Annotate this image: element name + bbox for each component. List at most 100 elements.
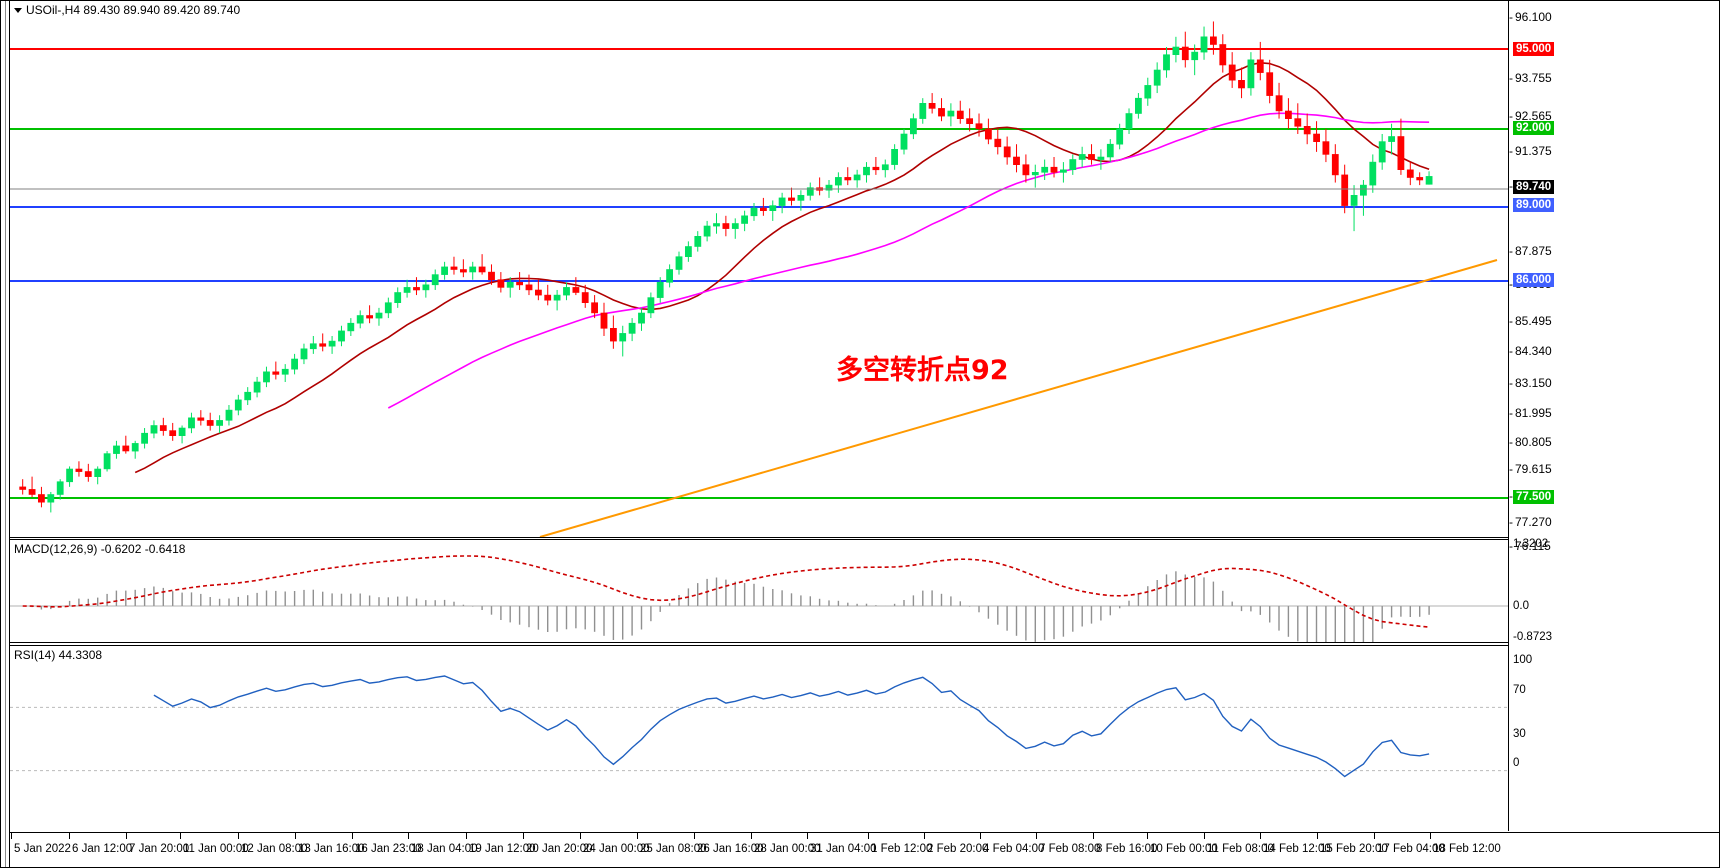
rsi-line bbox=[153, 675, 1430, 778]
time-tick-label: 25 Jan 08:00 bbox=[640, 843, 707, 855]
time-tick-mark bbox=[126, 833, 127, 839]
time-tick-label: 18 Feb 12:00 bbox=[1433, 843, 1501, 855]
time-tick-mark bbox=[180, 833, 181, 839]
time-tick-label: 2 Feb 20:00 bbox=[927, 843, 989, 855]
time-tick-label: 10 Feb 00:00 bbox=[1150, 843, 1218, 855]
price-level-badge[interactable]: 89.740 bbox=[1513, 180, 1555, 194]
price-tick-label: -76.115 bbox=[1509, 539, 1551, 553]
time-tick-label: 13 Jan 16:00 bbox=[298, 843, 365, 855]
price-chart-svg bbox=[10, 21, 1508, 537]
moving-average-slow bbox=[387, 112, 1430, 409]
time-tick-mark bbox=[466, 833, 467, 839]
time-tick-label: 15 Feb 20:00 bbox=[1320, 843, 1388, 855]
time-tick-label: 11 Jan 00:00 bbox=[183, 843, 249, 855]
indicator-tick-label: 1.3202 bbox=[1513, 538, 1549, 550]
price-level-badge[interactable]: 77.500 bbox=[1513, 490, 1555, 504]
price-tick-label: -85.495 bbox=[1509, 314, 1552, 328]
time-tick-label: 12 Jan 08:00 bbox=[241, 843, 308, 855]
macd-signal-line bbox=[22, 555, 1430, 628]
price-tick-label: -81.995 bbox=[1509, 406, 1552, 420]
price-tick-label: -77.270 bbox=[1509, 515, 1552, 529]
time-tick-mark bbox=[1093, 833, 1094, 839]
time-tick-label: 14 Feb 12:00 bbox=[1263, 843, 1331, 855]
price-tick-label: -92.565 bbox=[1509, 109, 1552, 123]
macd-histogram bbox=[31, 571, 1430, 642]
time-tick-label: 26 Jan 16:00 bbox=[697, 843, 764, 855]
time-tick-mark bbox=[694, 833, 695, 839]
time-tick-mark bbox=[352, 833, 353, 839]
time-tick-mark bbox=[1036, 833, 1037, 839]
time-tick-label: 31 Jan 04:00 bbox=[810, 843, 877, 855]
time-tick-mark bbox=[980, 833, 981, 839]
time-tick-label: 11 Feb 08:00 bbox=[1207, 843, 1274, 855]
price-scale-axis[interactable]: -96.100-93.755-92.565-91.375-90.220-87.8… bbox=[1508, 1, 1719, 831]
time-tick-label: 17 Feb 04:00 bbox=[1377, 843, 1445, 855]
price-tick-label: -83.150 bbox=[1509, 376, 1552, 390]
indicator-tick-label: 30 bbox=[1513, 728, 1526, 740]
time-axis[interactable]: 5 Jan 2022 6 Jan 12:00 7 Jan 20:00 11 Jan 0… bbox=[10, 832, 1719, 867]
moving-average-fast bbox=[134, 61, 1430, 474]
scroll-gutter-line bbox=[5, 1, 6, 867]
candlestick-series bbox=[19, 21, 1433, 513]
indicator-tick-label: 100 bbox=[1513, 654, 1533, 666]
symbol-ohlc-text: USOil-,H4 89.430 89.940 89.420 89.740 bbox=[26, 3, 241, 17]
time-tick-mark bbox=[1147, 833, 1148, 839]
time-tick-label: 18 Jan 04:00 bbox=[411, 843, 478, 855]
time-tick-mark bbox=[868, 833, 869, 839]
time-tick-label: 4 Feb 04:00 bbox=[983, 843, 1045, 855]
time-tick-mark bbox=[11, 833, 12, 839]
time-tick-label: 1 Feb 12:00 bbox=[871, 843, 933, 855]
time-tick-label: 19 Jan 12:00 bbox=[469, 843, 536, 855]
price-tick-label: -91.375 bbox=[1509, 144, 1552, 158]
indicator-tick-label: 0.0 bbox=[1513, 600, 1529, 612]
price-level-badge[interactable]: 95.000 bbox=[1513, 42, 1555, 56]
indicator-tick-label: 0 bbox=[1513, 757, 1520, 769]
time-tick-mark bbox=[1260, 833, 1261, 839]
time-tick-mark bbox=[580, 833, 581, 839]
price-tick-label: -79.615 bbox=[1509, 462, 1552, 476]
time-tick-mark bbox=[807, 833, 808, 839]
time-tick-mark bbox=[1317, 833, 1318, 839]
main-price-pane[interactable] bbox=[10, 1, 1508, 538]
time-tick-mark bbox=[523, 833, 524, 839]
time-tick-mark bbox=[1430, 833, 1431, 839]
rsi-chart-svg bbox=[10, 675, 1508, 778]
price-tick-label: -93.755 bbox=[1509, 71, 1552, 85]
time-tick-label: 5 Jan 2022 bbox=[14, 843, 71, 855]
time-tick-label: 6 Jan 12:00 bbox=[72, 843, 133, 855]
time-tick-label: 16 Jan 23:00 bbox=[355, 843, 422, 855]
time-tick-mark bbox=[637, 833, 638, 839]
time-tick-mark bbox=[1374, 833, 1375, 839]
macd-chart-svg bbox=[10, 555, 1508, 642]
time-tick-mark bbox=[924, 833, 925, 839]
macd-label: MACD(12,26,9) -0.6202 -0.6418 bbox=[14, 542, 186, 556]
trendline-support bbox=[539, 259, 1498, 537]
price-tick-label: -84.340 bbox=[1509, 344, 1552, 358]
time-tick-label: 8 Feb 16:00 bbox=[1096, 843, 1158, 855]
indicator-tick-label: -0.8723 bbox=[1513, 631, 1553, 643]
time-tick-mark bbox=[295, 833, 296, 839]
time-tick-label: 20 Jan 20:00 bbox=[526, 843, 593, 855]
time-tick-mark bbox=[69, 833, 70, 839]
price-level-badge[interactable]: 89.000 bbox=[1513, 198, 1555, 212]
triangle-down-icon[interactable] bbox=[14, 8, 22, 14]
vertical-scroll-gutter[interactable] bbox=[1, 1, 10, 867]
price-tick-label: -87.875 bbox=[1509, 244, 1552, 258]
chart-symbol-title: USOil-,H4 89.430 89.940 89.420 89.740 bbox=[14, 3, 240, 17]
time-tick-label: 7 Feb 08:00 bbox=[1039, 843, 1101, 855]
price-tick-label: -80.805 bbox=[1509, 435, 1552, 449]
price-level-badge[interactable]: 92.000 bbox=[1513, 121, 1555, 135]
macd-pane[interactable]: MACD(12,26,9) -0.6202 -0.6418 bbox=[10, 539, 1508, 643]
rsi-label: RSI(14) 44.3308 bbox=[14, 648, 103, 662]
time-tick-mark bbox=[1204, 833, 1205, 839]
price-tick-label: -96.100 bbox=[1509, 10, 1552, 24]
chart-annotation-text: 多空转折点92 bbox=[836, 355, 1009, 386]
rsi-pane[interactable]: RSI(14) 44.3308 bbox=[10, 645, 1508, 831]
time-tick-mark bbox=[238, 833, 239, 839]
time-tick-label: 7 Jan 20:00 bbox=[129, 843, 190, 855]
price-level-badge[interactable]: 86.000 bbox=[1513, 273, 1555, 287]
indicator-tick-label: 70 bbox=[1513, 684, 1526, 696]
time-tick-mark bbox=[408, 833, 409, 839]
time-tick-label: 28 Jan 00:00 bbox=[754, 843, 821, 855]
